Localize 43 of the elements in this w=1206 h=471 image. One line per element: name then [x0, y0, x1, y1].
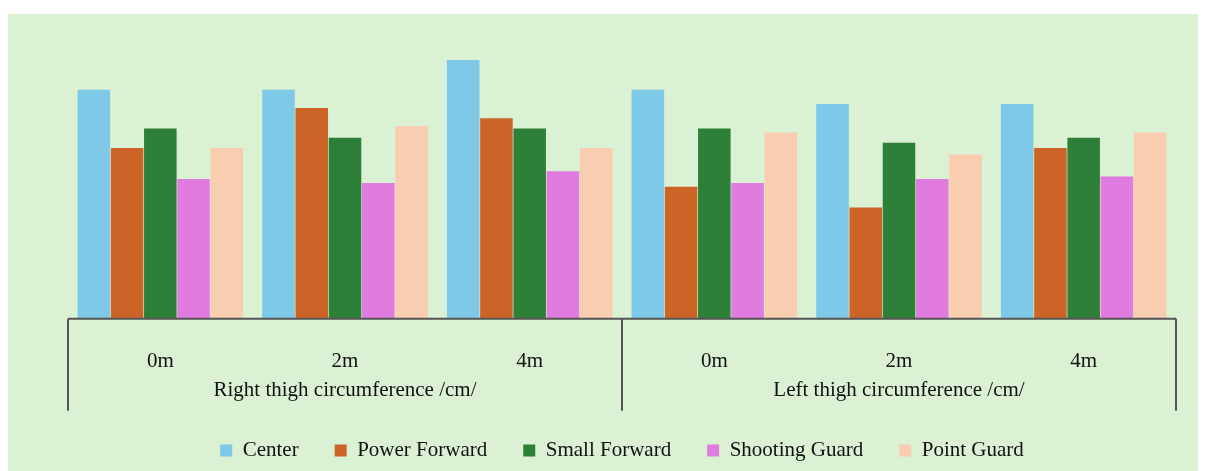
bar [579, 147, 613, 319]
bar [546, 171, 580, 319]
bar [1100, 176, 1134, 319]
legend-label: Point Guard [921, 437, 1025, 462]
bar [816, 104, 849, 319]
bar [949, 154, 982, 319]
bar [262, 89, 295, 319]
bar [698, 128, 731, 319]
text: Right thigh circumference /cm/ [213, 377, 477, 402]
bar [361, 182, 395, 319]
x-tick-label: 0m [700, 347, 728, 372]
bar [1133, 132, 1167, 319]
bar [295, 107, 329, 319]
bar [1000, 104, 1034, 319]
bar [513, 128, 546, 319]
x-tick-label: 2m [885, 347, 913, 372]
bar [77, 89, 111, 319]
bar [882, 142, 916, 319]
bar [446, 60, 480, 319]
bar [144, 128, 177, 319]
bar [480, 118, 513, 319]
bar [210, 147, 244, 319]
x-tick-label: 4m [516, 347, 544, 372]
text: Left thigh circumference /cm/ [773, 377, 1025, 402]
bar [915, 179, 949, 319]
bar [395, 125, 428, 319]
bar [731, 182, 764, 319]
bar [110, 147, 144, 319]
x-tick-label: 4m [1070, 347, 1098, 372]
bar [764, 132, 798, 319]
legend-label: Small Forward [545, 437, 672, 462]
bar [664, 186, 698, 319]
legend-label: Power Forward [357, 437, 488, 462]
bar [177, 179, 210, 319]
bar [849, 207, 883, 319]
bar [1034, 147, 1067, 319]
bar [631, 89, 665, 319]
legend-label: Center [242, 437, 299, 462]
x-tick-label: 0m [146, 347, 174, 372]
legend-label: Shooting Guard [729, 437, 864, 462]
x-tick-label: 2m [331, 347, 359, 372]
bar [328, 137, 362, 319]
bar [1067, 137, 1100, 319]
